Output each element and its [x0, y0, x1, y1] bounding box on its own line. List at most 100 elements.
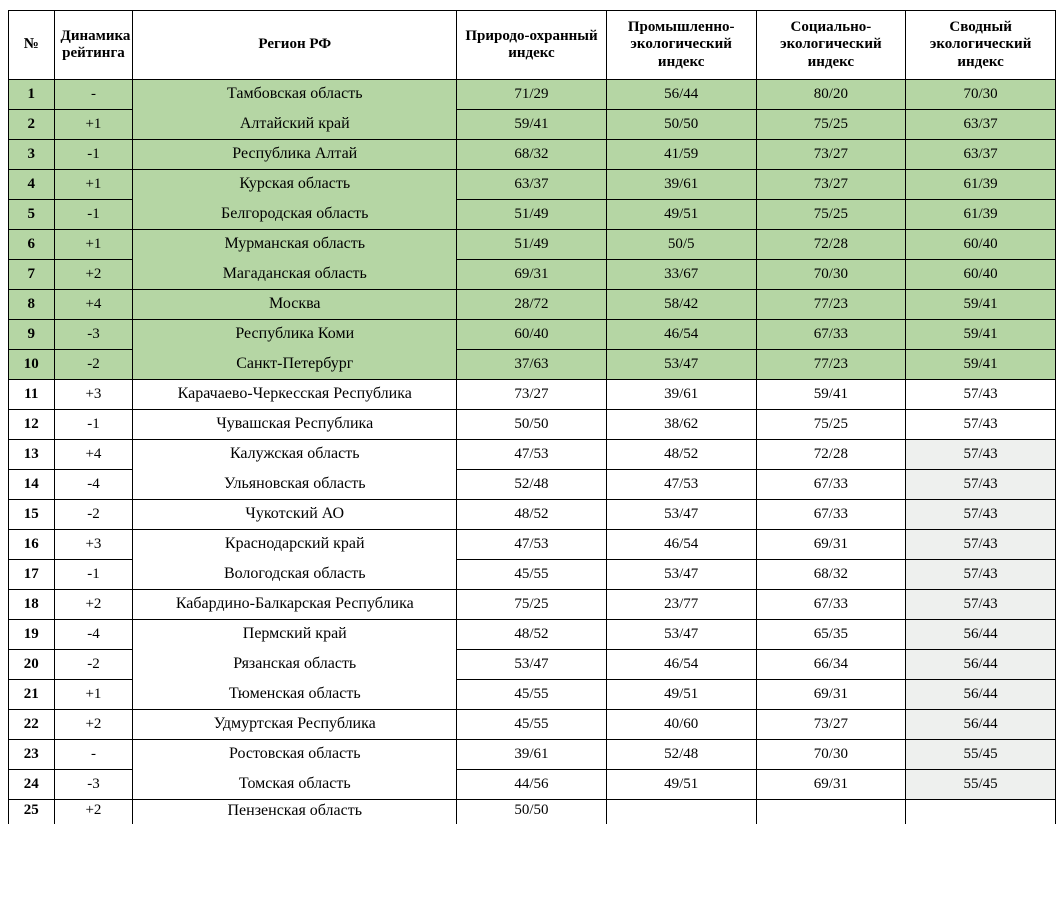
- cell-rank: 11: [9, 379, 55, 409]
- table-row: 12-1Чувашская Республика50/5038/6275/255…: [9, 409, 1056, 439]
- cell-rank: 9: [9, 319, 55, 349]
- cell-region: Тюменская область: [133, 679, 457, 709]
- cell-index-social: 69/31: [756, 679, 906, 709]
- cell-index-nature: 51/49: [457, 199, 607, 229]
- table-row: 22+2Удмуртская Республика45/5540/6073/27…: [9, 709, 1056, 739]
- cell-index-social: 70/30: [756, 259, 906, 289]
- cell-region: Мурманская область: [133, 229, 457, 259]
- cell-index-summary: 56/44: [906, 709, 1056, 739]
- cell-rank: 14: [9, 469, 55, 499]
- cell-index-summary: 57/43: [906, 379, 1056, 409]
- cell-dynamics: +1: [54, 679, 133, 709]
- table-row: 7+2Магаданская область69/3133/6770/3060/…: [9, 259, 1056, 289]
- col-region: Регион РФ: [133, 11, 457, 80]
- cell-index-nature: 59/41: [457, 109, 607, 139]
- cell-dynamics: +1: [54, 169, 133, 199]
- cell-rank: 6: [9, 229, 55, 259]
- table-row: 18+2Кабардино-Балкарская Республика75/25…: [9, 589, 1056, 619]
- cell-dynamics: -: [54, 739, 133, 769]
- cell-region: Москва: [133, 289, 457, 319]
- col-index-social: Социально-экологический индекс: [756, 11, 906, 80]
- cell-index-summary: 70/30: [906, 79, 1056, 109]
- cell-index-industrial: 47/53: [606, 469, 756, 499]
- cell-region: Краснодарский край: [133, 529, 457, 559]
- table-header-row: № Динамика рейтинга Регион РФ Природо-ох…: [9, 11, 1056, 80]
- cell-index-industrial: 46/54: [606, 529, 756, 559]
- table-row: 20-2Рязанская область53/4746/5466/3456/4…: [9, 649, 1056, 679]
- eco-rating-table: № Динамика рейтинга Регион РФ Природо-ох…: [8, 10, 1056, 824]
- cell-index-nature: 48/52: [457, 619, 607, 649]
- cell-index-nature: 39/61: [457, 739, 607, 769]
- cell-rank: 4: [9, 169, 55, 199]
- cell-index-nature: 47/53: [457, 439, 607, 469]
- cell-index-social: 69/31: [756, 529, 906, 559]
- cell-index-summary: 57/43: [906, 529, 1056, 559]
- cell-index-social: 66/34: [756, 649, 906, 679]
- table-row: 5-1Белгородская область51/4949/5175/2561…: [9, 199, 1056, 229]
- cell-rank: 7: [9, 259, 55, 289]
- cell-dynamics: -1: [54, 559, 133, 589]
- cell-rank: 17: [9, 559, 55, 589]
- cell-index-industrial: 53/47: [606, 499, 756, 529]
- cell-dynamics: -1: [54, 139, 133, 169]
- cell-rank: 20: [9, 649, 55, 679]
- cell-index-nature: 50/50: [457, 409, 607, 439]
- cell-index-nature: 44/56: [457, 769, 607, 799]
- cell-dynamics: +2: [54, 259, 133, 289]
- cell-index-social: 75/25: [756, 199, 906, 229]
- cell-index-nature: 48/52: [457, 499, 607, 529]
- cell-index-industrial: 49/51: [606, 199, 756, 229]
- cell-index-industrial: 52/48: [606, 739, 756, 769]
- cell-index-nature: 63/37: [457, 169, 607, 199]
- cell-index-nature: 75/25: [457, 589, 607, 619]
- cell-rank: 3: [9, 139, 55, 169]
- table-row: 17-1Вологодская область45/5553/4768/3257…: [9, 559, 1056, 589]
- cell-region: Республика Алтай: [133, 139, 457, 169]
- cell-index-summary: 57/43: [906, 499, 1056, 529]
- cell-region: Республика Коми: [133, 319, 457, 349]
- cell-index-nature: 60/40: [457, 319, 607, 349]
- cell-rank: 10: [9, 349, 55, 379]
- cell-index-nature: 28/72: [457, 289, 607, 319]
- cell-index-summary: 63/37: [906, 109, 1056, 139]
- table-row: 23-Ростовская область39/6152/4870/3055/4…: [9, 739, 1056, 769]
- cell-dynamics: +4: [54, 439, 133, 469]
- cell-index-summary: 60/40: [906, 229, 1056, 259]
- cell-index-nature: 53/47: [457, 649, 607, 679]
- cell-index-industrial: 39/61: [606, 169, 756, 199]
- table-row: 11+3Карачаево-Черкесская Республика73/27…: [9, 379, 1056, 409]
- table-row: 4+1Курская область63/3739/6173/2761/39: [9, 169, 1056, 199]
- cell-index-industrial: 53/47: [606, 349, 756, 379]
- cell-index-nature: 37/63: [457, 349, 607, 379]
- cell-index-nature: 68/32: [457, 139, 607, 169]
- cell-index-summary: 57/43: [906, 409, 1056, 439]
- cell-dynamics: -2: [54, 499, 133, 529]
- cell-dynamics: -4: [54, 619, 133, 649]
- cell-rank: 21: [9, 679, 55, 709]
- cell-region: Пермский край: [133, 619, 457, 649]
- cell-index-industrial: 49/51: [606, 769, 756, 799]
- cell-index-nature: 69/31: [457, 259, 607, 289]
- cell-index-social: 67/33: [756, 589, 906, 619]
- cell-rank: 15: [9, 499, 55, 529]
- cell-region: Санкт-Петербург: [133, 349, 457, 379]
- cell-index-social: 68/32: [756, 559, 906, 589]
- cell-index-social: [756, 799, 906, 824]
- cell-dynamics: +2: [54, 589, 133, 619]
- cell-index-social: 67/33: [756, 319, 906, 349]
- cell-index-summary: 56/44: [906, 679, 1056, 709]
- cell-index-nature: 45/55: [457, 679, 607, 709]
- cell-dynamics: +2: [54, 709, 133, 739]
- cell-index-social: 59/41: [756, 379, 906, 409]
- cell-rank: 2: [9, 109, 55, 139]
- cell-index-summary: 56/44: [906, 619, 1056, 649]
- cell-index-nature: 47/53: [457, 529, 607, 559]
- cell-dynamics: +3: [54, 379, 133, 409]
- table-row: 25+2Пензенская область50/50: [9, 799, 1056, 824]
- cell-rank: 18: [9, 589, 55, 619]
- cell-region: Ростовская область: [133, 739, 457, 769]
- table-row: 24-3Томская область44/5649/5169/3155/45: [9, 769, 1056, 799]
- cell-index-social: 67/33: [756, 469, 906, 499]
- cell-dynamics: -3: [54, 319, 133, 349]
- cell-index-social: 73/27: [756, 169, 906, 199]
